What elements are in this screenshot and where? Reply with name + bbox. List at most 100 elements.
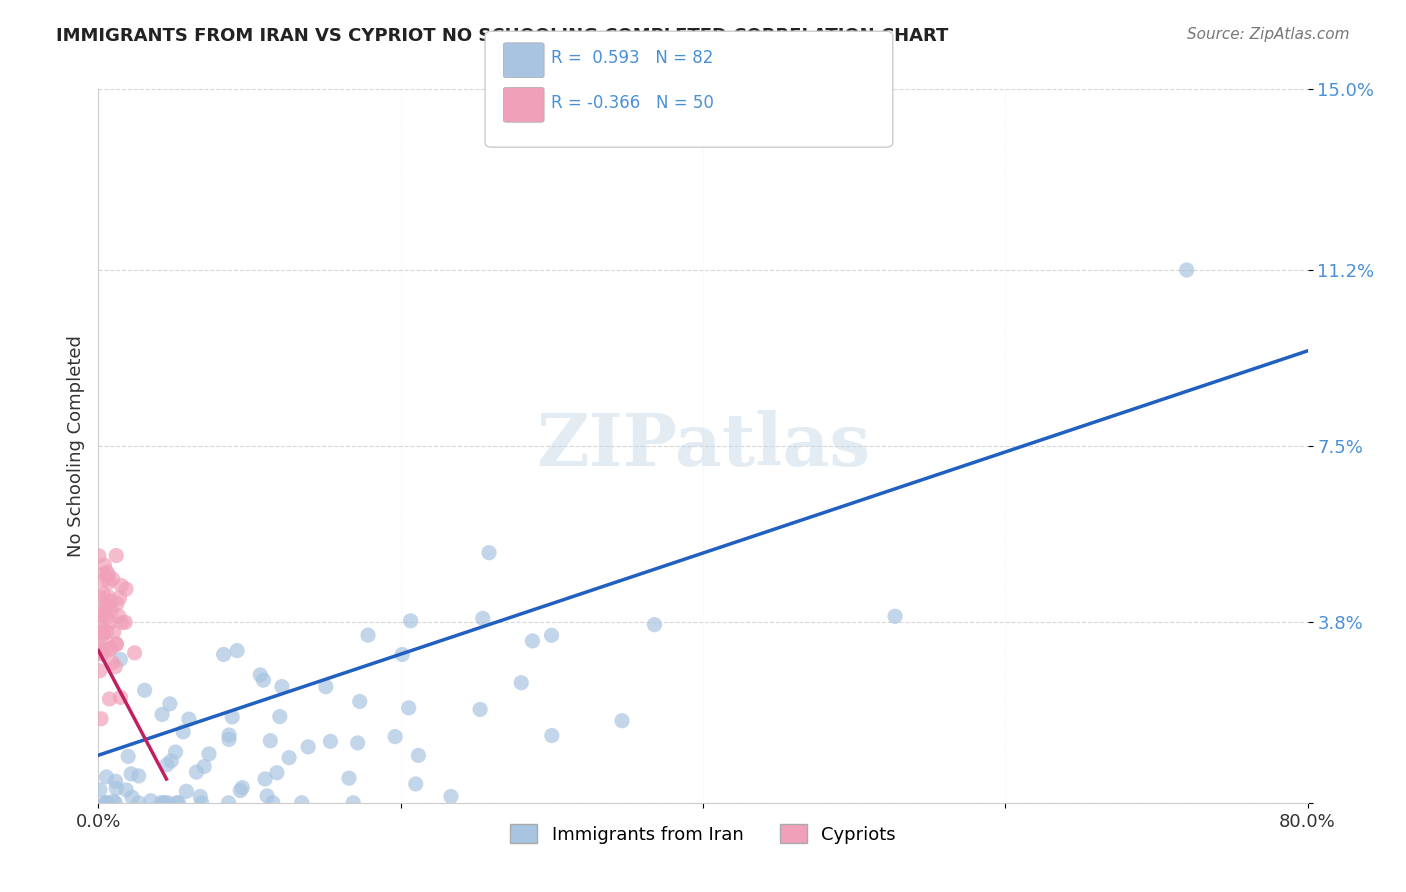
Point	[105, 597, 128, 611]
Point	[90, 641, 112, 656]
Point	[93, 567, 115, 582]
Point	[103, 794, 125, 808]
Point	[108, 591, 131, 605]
Point	[97, 590, 120, 604]
Point	[110, 652, 132, 666]
Point	[104, 659, 127, 673]
Point	[100, 641, 122, 656]
Point	[291, 796, 314, 810]
Point	[96, 598, 118, 612]
Point	[408, 748, 430, 763]
Point	[98, 575, 121, 590]
Point	[172, 724, 194, 739]
Point	[297, 739, 319, 754]
Point	[96, 598, 118, 612]
Point	[91, 625, 114, 640]
Text: R =  0.593   N = 82: R = 0.593 N = 82	[551, 49, 713, 67]
Point	[114, 615, 136, 630]
Point	[468, 702, 491, 716]
Point	[218, 728, 240, 742]
Y-axis label: No Schooling Completed: No Schooling Completed	[66, 335, 84, 557]
Point	[105, 549, 128, 563]
Point	[98, 615, 121, 630]
Point	[193, 759, 215, 773]
Point	[87, 590, 110, 604]
Point	[91, 608, 114, 623]
Point	[190, 796, 212, 810]
Point	[103, 625, 125, 640]
Point	[884, 609, 907, 624]
Point	[120, 767, 142, 781]
Point	[644, 617, 666, 632]
Point	[98, 642, 121, 657]
Point	[252, 673, 274, 687]
Point	[610, 714, 633, 728]
Point	[160, 754, 183, 768]
Point	[90, 712, 112, 726]
Point	[218, 796, 240, 810]
Point	[229, 783, 252, 797]
Point	[271, 680, 294, 694]
Point	[108, 609, 131, 624]
Point	[117, 749, 139, 764]
Point	[93, 558, 115, 573]
Point	[165, 745, 187, 759]
Point	[152, 796, 174, 810]
Point	[319, 734, 342, 748]
Point	[139, 794, 162, 808]
Point	[97, 568, 120, 582]
Point	[405, 777, 427, 791]
Point	[128, 769, 150, 783]
Point	[226, 643, 249, 657]
Point	[101, 656, 124, 670]
Point	[115, 783, 138, 797]
Point	[221, 710, 243, 724]
Point	[100, 603, 122, 617]
Point	[337, 771, 360, 785]
Point	[256, 789, 278, 803]
Point	[89, 624, 111, 639]
Point	[249, 668, 271, 682]
Point	[101, 572, 124, 586]
Point	[315, 680, 337, 694]
Point	[100, 594, 122, 608]
Point	[150, 796, 173, 810]
Text: IMMIGRANTS FROM IRAN VS CYPRIOT NO SCHOOLING COMPLETED CORRELATION CHART: IMMIGRANTS FROM IRAN VS CYPRIOT NO SCHOO…	[56, 27, 949, 45]
Point	[110, 690, 132, 705]
Point	[166, 796, 188, 810]
Point	[391, 648, 413, 662]
Point	[104, 796, 127, 810]
Point	[105, 637, 128, 651]
Point	[91, 574, 114, 588]
Point	[269, 709, 291, 723]
Text: Source: ZipAtlas.com: Source: ZipAtlas.com	[1187, 27, 1350, 42]
Point	[399, 614, 422, 628]
Point	[188, 789, 211, 804]
Point	[90, 647, 112, 661]
Point	[510, 675, 533, 690]
Point	[110, 578, 132, 592]
Point	[254, 772, 277, 786]
Point	[134, 683, 156, 698]
Point	[176, 784, 198, 798]
Point	[91, 632, 114, 646]
Point	[96, 796, 118, 810]
Point	[150, 707, 173, 722]
Point	[91, 647, 114, 661]
Point	[478, 546, 501, 560]
Point	[540, 729, 562, 743]
Point	[231, 780, 253, 795]
Legend: Immigrants from Iran, Cypriots: Immigrants from Iran, Cypriots	[503, 817, 903, 851]
Point	[105, 781, 128, 796]
Point	[96, 566, 118, 580]
Point	[127, 796, 149, 810]
Text: ZIPatlas: ZIPatlas	[536, 410, 870, 482]
Point	[87, 549, 110, 563]
Point	[111, 615, 134, 630]
Point	[278, 750, 301, 764]
Point	[522, 634, 544, 648]
Point	[105, 637, 128, 651]
Text: R = -0.366   N = 50: R = -0.366 N = 50	[551, 94, 714, 112]
Point	[94, 796, 117, 810]
Point	[349, 694, 371, 708]
